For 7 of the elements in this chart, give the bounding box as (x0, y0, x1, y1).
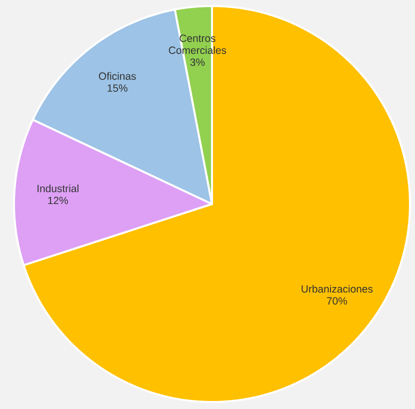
data-label: 3% (190, 58, 205, 66)
data-label: 15% (108, 84, 128, 92)
data-label: 70% (327, 297, 348, 305)
slice-label: Urbanizaciones (302, 284, 373, 293)
slice-label: Industrial (38, 184, 78, 192)
data-label: 12% (48, 196, 68, 204)
slice-label: Oficinas (98, 72, 136, 80)
